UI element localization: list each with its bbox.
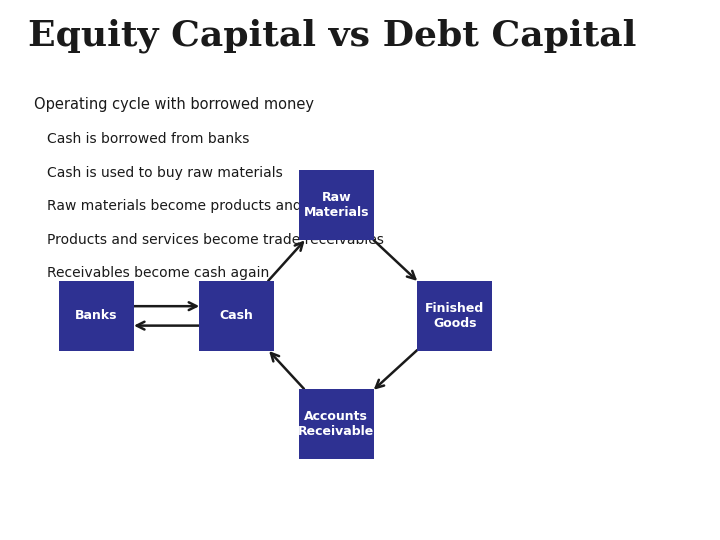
Text: Equity Capital vs Debt Capital: Equity Capital vs Debt Capital [28,19,636,53]
Text: Operating cycle with borrowed money: Operating cycle with borrowed money [35,97,314,112]
FancyBboxPatch shape [59,281,134,351]
FancyBboxPatch shape [299,389,374,459]
Text: Raw materials become products and services: Raw materials become products and servic… [47,199,363,213]
Text: Finished
Goods: Finished Goods [425,302,485,330]
Text: Banks: Banks [76,309,118,322]
FancyBboxPatch shape [418,281,492,351]
Text: Receivables become cash again: Receivables become cash again [47,266,269,280]
FancyBboxPatch shape [199,281,274,351]
Text: Cash is borrowed from banks: Cash is borrowed from banks [47,132,249,146]
Text: Raw
Materials: Raw Materials [304,191,369,219]
Text: Cash: Cash [220,309,253,322]
Text: Products and services become trade receivables: Products and services become trade recei… [47,233,384,247]
Text: Accounts
Receivable: Accounts Receivable [298,410,374,438]
FancyBboxPatch shape [299,170,374,240]
Text: Cash is used to buy raw materials: Cash is used to buy raw materials [47,166,282,180]
